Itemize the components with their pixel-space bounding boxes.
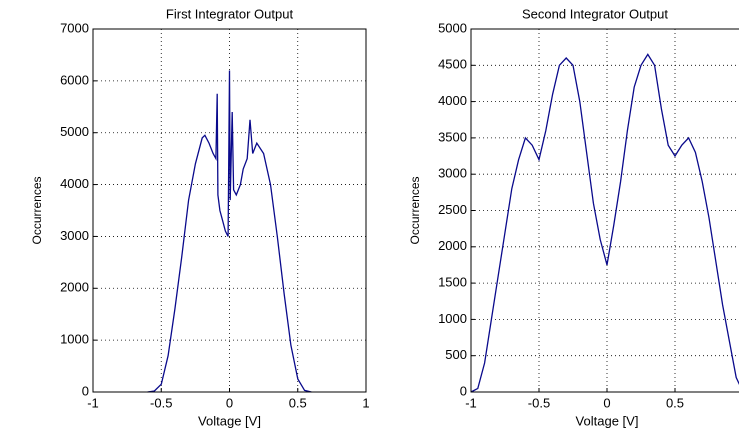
y-tick-label: 1000 bbox=[438, 311, 467, 326]
y-tick-label: 4500 bbox=[438, 57, 467, 72]
x-tick-label: 0 bbox=[226, 395, 233, 410]
y-tick-label: 500 bbox=[445, 347, 467, 362]
data-line bbox=[470, 53, 739, 393]
x-tick-label: -0.5 bbox=[150, 395, 172, 410]
y-axis-label: Occurrences bbox=[408, 176, 422, 244]
y-tick-label: 5000 bbox=[438, 20, 467, 35]
x-tick-label: -1 bbox=[87, 395, 99, 410]
x-tick-label: 0 bbox=[603, 395, 610, 410]
x-tick-label: 1 bbox=[362, 395, 369, 410]
y-tick-label: 0 bbox=[82, 383, 89, 398]
subplot: -1 -0.5 0 0.5 1 0 1000 2000 3000 4000 5000 6000 7000… bbox=[30, 6, 369, 428]
y-tick-label: 6000 bbox=[60, 72, 89, 87]
y-tick-label: 4000 bbox=[438, 93, 467, 108]
x-tick-label: -0.5 bbox=[528, 395, 550, 410]
y-tick-label: 5000 bbox=[60, 124, 89, 139]
x-tick-label: -1 bbox=[465, 395, 477, 410]
y-tick-label: 3000 bbox=[438, 166, 467, 181]
y-tick-label: 1000 bbox=[60, 332, 89, 347]
subplot: -1 -0.5 0 0.5 0 500 1000 1500 2000 2500 3000 3500 40… bbox=[408, 6, 739, 428]
y-tick-label: 1500 bbox=[438, 275, 467, 290]
y-axis-label: Occurrences bbox=[30, 176, 44, 244]
y-tick-label: 7000 bbox=[60, 20, 89, 35]
axes-frame bbox=[470, 28, 739, 393]
y-tick-label: 2000 bbox=[438, 238, 467, 253]
data-line bbox=[147, 70, 312, 393]
y-tick-label: 2500 bbox=[438, 202, 467, 217]
y-tick-label: 2000 bbox=[60, 280, 89, 295]
y-tick-label: 0 bbox=[460, 383, 467, 398]
x-axis-label: Voltage [V] bbox=[576, 413, 639, 428]
y-tick-label: 3500 bbox=[438, 129, 467, 144]
x-tick-label: 0.5 bbox=[289, 395, 307, 410]
x-tick-label: 0.5 bbox=[666, 395, 684, 410]
chart-title: Second Integrator Output bbox=[522, 6, 668, 21]
axes-frame bbox=[92, 28, 367, 393]
x-axis-label: Voltage [V] bbox=[198, 413, 261, 428]
y-tick-label: 3000 bbox=[60, 228, 89, 243]
y-tick-label: 4000 bbox=[60, 176, 89, 191]
chart-title: First Integrator Output bbox=[166, 6, 294, 21]
